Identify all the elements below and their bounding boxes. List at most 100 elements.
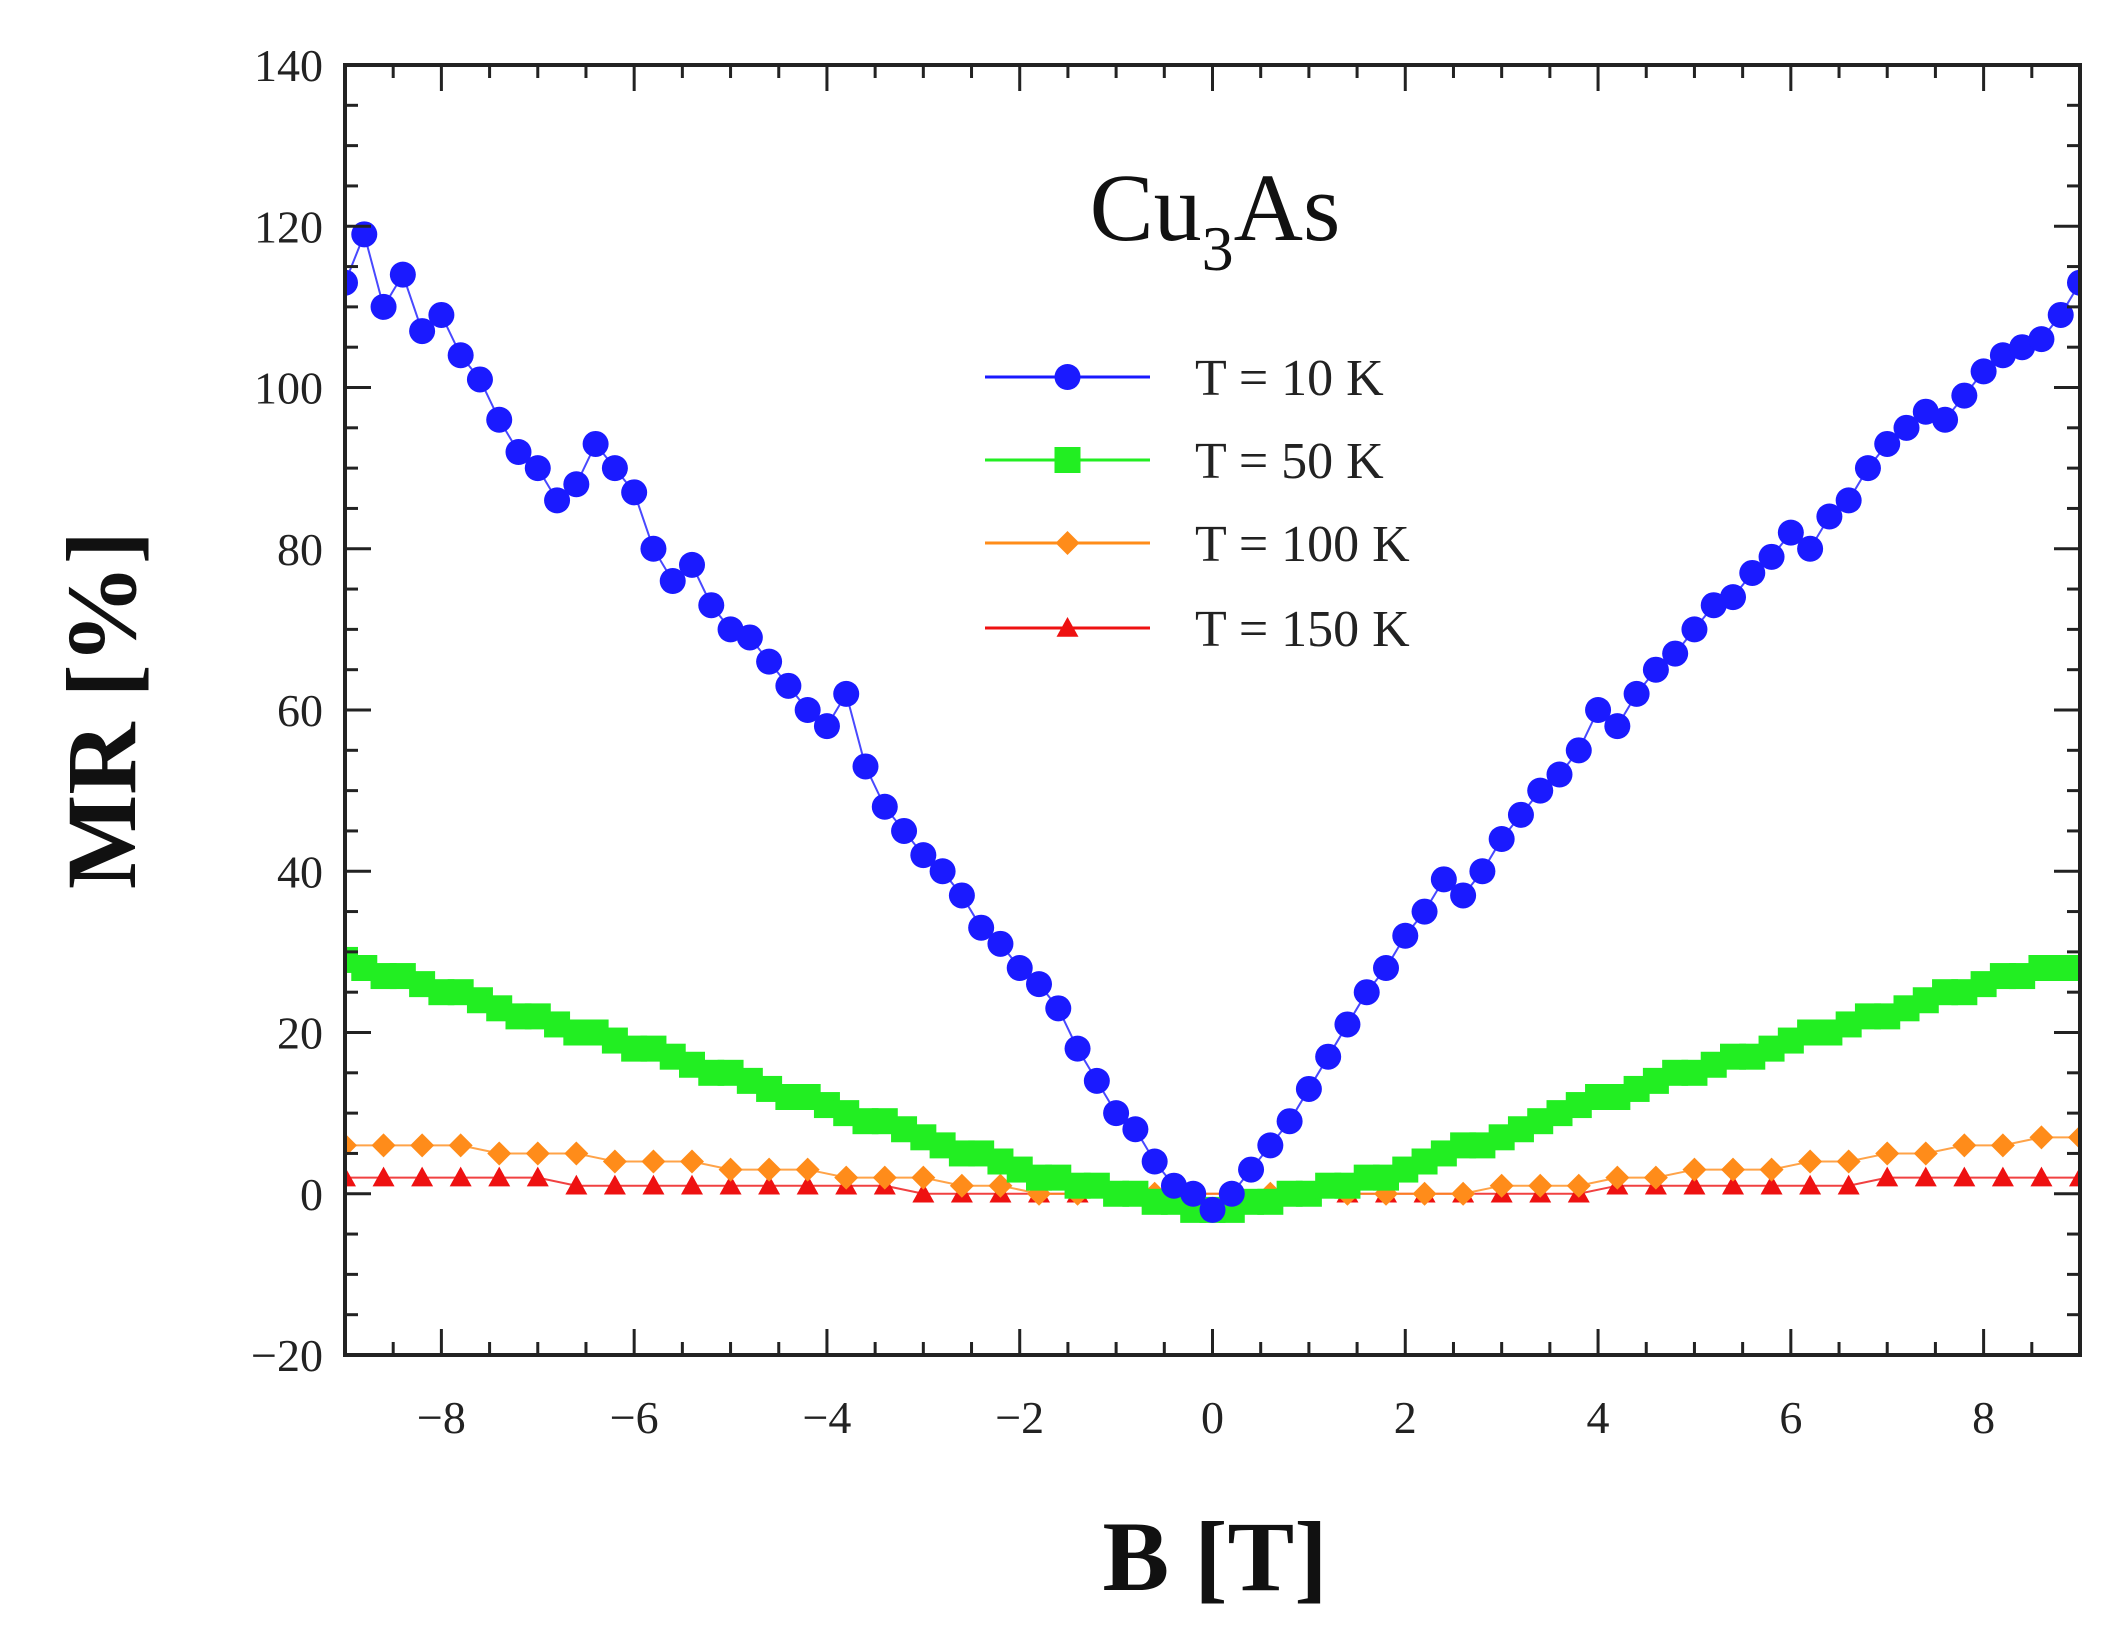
data-point [409,318,436,345]
series-t-10-k [345,221,2080,1223]
data-point [640,535,667,562]
data-point [929,858,956,885]
data-point [796,1174,819,1195]
y-tick-label: 60 [277,685,323,736]
data-point [834,1165,859,1190]
data-point [1893,414,1920,441]
series-line [345,1136,2080,1195]
data-point [1006,955,1033,981]
data-point [1623,680,1650,707]
data-point [719,1174,742,1195]
data-point [2030,1166,2053,1187]
data-point [2069,1166,2080,1187]
data-point [2067,269,2080,296]
data-point [910,842,937,869]
legend-label: T = 100 K [1195,516,1410,573]
data-point [1565,737,1592,764]
data-point [698,592,725,619]
annotation-tail: As [1234,154,1341,261]
data-point [1489,1173,1514,1198]
data-point [389,261,416,288]
data-point [1141,1148,1168,1175]
legend-marker [1056,617,1079,637]
data-point [466,366,493,393]
data-point [1045,995,1072,1022]
x-tick-label: −2 [995,1392,1044,1443]
y-tick-label: 40 [277,846,323,897]
data-point [642,1174,665,1195]
data-point [2028,326,2055,353]
data-point [1835,487,1862,514]
data-point [852,753,879,780]
data-point [659,568,686,594]
data-point [411,1166,434,1187]
data-point [563,471,590,498]
data-point [1854,455,1881,482]
data-point [757,1157,782,1182]
data-point [1739,559,1766,586]
legend-label: T = 50 K [1195,433,1384,490]
y-tick-labels: −20 0 20 40 60 80 100 120 140 [251,40,323,1381]
data-point [795,1157,820,1182]
data-point [2067,955,2080,981]
data-point [1605,1165,1630,1190]
data-point [1970,358,1997,385]
data-point [1913,1141,1938,1166]
legend-label: T = 150 K [1195,601,1410,658]
data-point [370,293,397,320]
data-point [1334,1011,1361,1038]
data-point [1315,1043,1342,1070]
data-point [1759,1157,1784,1182]
data-point [872,1165,897,1190]
data-point [736,624,763,651]
data-point [758,1174,781,1195]
y-tick-label: 120 [254,201,323,252]
y-tick-label: 80 [277,524,323,575]
data-point [1682,1157,1707,1182]
data-point [987,930,1014,957]
data-point [681,1174,703,1195]
data-point [1722,1174,1744,1195]
data-point [1683,1174,1706,1195]
data-point [1507,801,1534,828]
data-point [1180,1180,1207,1207]
annotation-main: Cu [1090,154,1202,261]
annotation-subscript: 3 [1202,213,1234,284]
legend-label: T = 10 K [1195,350,1384,407]
data-point [871,793,898,820]
data-point [602,1149,627,1174]
data-point [345,269,358,296]
data-point [1952,1133,1977,1158]
x-tick-labels: −8 −6 −4 −2 0 2 4 6 8 [417,1392,1995,1443]
data-point [505,439,532,465]
data-point [351,221,378,248]
data-point [1546,761,1573,788]
legend-marker [1054,447,1081,473]
data-point [988,1173,1013,1198]
data-point [2029,1125,2054,1150]
data-point [1411,898,1438,925]
data-point [603,1174,626,1195]
y-tick-label: 140 [254,40,323,91]
data-point [524,455,551,482]
x-tick-label: −6 [610,1392,659,1443]
data-point [1874,430,1901,457]
data-point [487,1141,512,1166]
legend-marker [1054,364,1081,390]
data-point [544,487,571,514]
data-point [1953,1166,1976,1187]
data-point [1642,656,1669,683]
data-point [1566,1173,1591,1198]
data-point [345,1133,357,1158]
data-point [756,648,783,675]
data-point [1451,1181,1476,1206]
data-point [1721,1157,1745,1182]
data-point [1026,971,1052,998]
data-point [1837,1174,1860,1195]
data-point [813,713,840,740]
x-tick-label: −4 [802,1392,851,1443]
chart-annotation: Cu3As [1090,154,1341,284]
data-point [449,1166,472,1187]
data-point [949,1173,974,1198]
